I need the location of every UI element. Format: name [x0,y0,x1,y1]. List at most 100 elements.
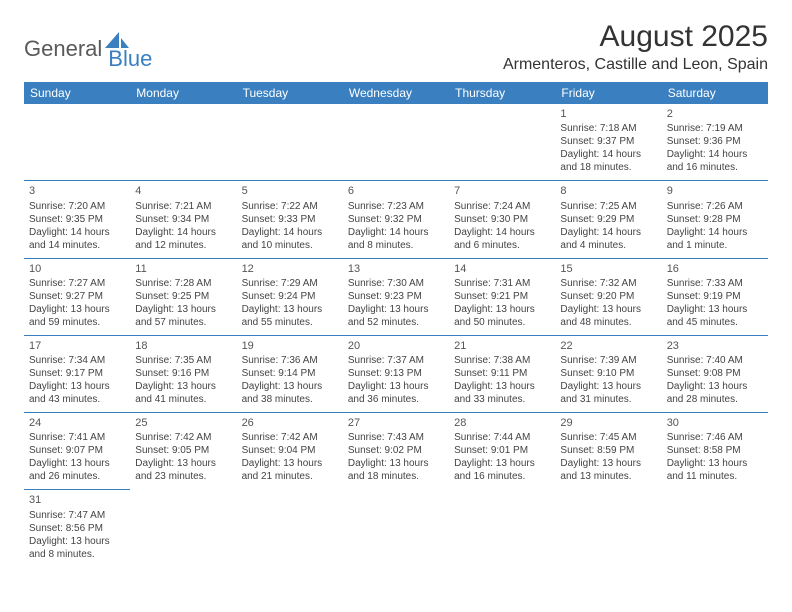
day-number: 23 [667,339,763,353]
calendar-table: SundayMondayTuesdayWednesdayThursdayFrid… [24,82,768,567]
calendar-day-cell: 13Sunrise: 7:30 AMSunset: 9:23 PMDayligh… [343,258,449,335]
daylight-text: and 33 minutes. [454,393,550,406]
daylight-text: Daylight: 13 hours [454,303,550,316]
calendar-header-cell: Thursday [449,82,555,104]
calendar-day-cell: 17Sunrise: 7:34 AMSunset: 9:17 PMDayligh… [24,335,130,412]
daylight-text: Daylight: 13 hours [242,457,338,470]
daylight-text: and 57 minutes. [135,316,231,329]
daylight-text: and 12 minutes. [135,239,231,252]
logo: General Blue [24,26,152,72]
daylight-text: and 16 minutes. [667,161,763,174]
calendar-week-row: 3 Sunrise: 7:20 AMSunset: 9:35 PM Daylight… [24,181,768,258]
calendar-week-row: 17Sunrise: 7:34 AMSunset: 9:17 PMDayligh… [24,335,768,412]
day-number: 30 [667,416,763,430]
daylight-text: and 13 minutes. [560,470,656,483]
daylight-text: Daylight: 13 hours [667,380,763,393]
day-number: 19 [242,339,338,353]
daylight-text: Daylight: 13 hours [29,380,125,393]
daylight-text: and 38 minutes. [242,393,338,406]
sunrise-text: Sunrise: 7:19 AM [667,122,763,135]
daylight-text: and 45 minutes. [667,316,763,329]
day-number: 11 [135,262,231,276]
daylight-text: and 16 minutes. [454,470,550,483]
sunset-text: Sunset: 9:24 PM [242,290,338,303]
sunrise-text: Sunrise: 7:32 AM [560,277,656,290]
calendar-header-cell: Friday [555,82,661,104]
daylight-text: Daylight: 13 hours [560,457,656,470]
calendar-day-cell: 30Sunrise: 7:46 AMSunset: 8:58 PMDayligh… [662,413,768,490]
calendar-day-cell: 6Sunrise: 7:23 AMSunset: 9:32 PMDaylight… [343,181,449,258]
sunset-text: Sunset: 9:33 PM [242,213,338,226]
calendar-header-cell: Wednesday [343,82,449,104]
calendar-day-cell: 20Sunrise: 7:37 AMSunset: 9:13 PMDayligh… [343,335,449,412]
sunset-text: Sunset: 8:56 PM [29,522,125,535]
day-number: 29 [560,416,656,430]
daylight-text: Daylight: 13 hours [242,380,338,393]
sunset-text: Sunset: 9:35 PM [29,213,125,226]
sunset-text: Sunset: 9:02 PM [348,444,444,457]
calendar-day-cell: 9Sunrise: 7:26 AMSunset: 9:28 PMDaylight… [662,181,768,258]
header: General Blue August 2025 Armenteros, Cas… [24,20,768,74]
sunset-text: Sunset: 9:05 PM [135,444,231,457]
calendar-empty-cell [555,490,661,567]
sunset-text: Sunset: 9:13 PM [348,367,444,380]
day-number: 13 [348,262,444,276]
calendar-header-cell: Sunday [24,82,130,104]
daylight-text: and 4 minutes. [560,239,656,252]
calendar-week-row: 1Sunrise: 7:18 AMSunset: 9:37 PMDaylight… [24,104,768,181]
daylight-text: Daylight: 13 hours [560,303,656,316]
day-number: 9 [667,184,763,198]
sunset-text: Sunset: 9:23 PM [348,290,444,303]
daylight-text: Daylight: 13 hours [29,535,125,548]
sunrise-text: Sunrise: 7:20 AM [29,200,125,213]
day-number: 22 [560,339,656,353]
day-number: 6 [348,184,444,198]
day-number: 27 [348,416,444,430]
sunrise-text: Sunrise: 7:25 AM [560,200,656,213]
sunset-text: Sunset: 9:10 PM [560,367,656,380]
sunrise-text: Sunrise: 7:37 AM [348,354,444,367]
daylight-text: Daylight: 13 hours [454,457,550,470]
logo-text-general: General [24,36,102,62]
sunset-text: Sunset: 9:08 PM [667,367,763,380]
calendar-day-cell: 5Sunrise: 7:22 AMSunset: 9:33 PMDaylight… [237,181,343,258]
daylight-text: Daylight: 13 hours [135,380,231,393]
calendar-empty-cell [343,104,449,181]
calendar-day-cell: 31Sunrise: 7:47 AMSunset: 8:56 PMDayligh… [24,490,130,567]
daylight-text: Daylight: 13 hours [667,457,763,470]
sunrise-text: Sunrise: 7:22 AM [242,200,338,213]
sunset-text: Sunset: 9:11 PM [454,367,550,380]
day-number: 21 [454,339,550,353]
sunrise-text: Sunrise: 7:43 AM [348,431,444,444]
calendar-header-cell: Tuesday [237,82,343,104]
daylight-text: Daylight: 13 hours [667,303,763,316]
sunset-text: Sunset: 9:32 PM [348,213,444,226]
sunrise-text: Sunrise: 7:36 AM [242,354,338,367]
sunrise-text: Sunrise: 7:21 AM [135,200,231,213]
daylight-text: and 11 minutes. [667,470,763,483]
sunset-text: Sunset: 9:21 PM [454,290,550,303]
sunset-text: Sunset: 9:04 PM [242,444,338,457]
calendar-day-cell: 19Sunrise: 7:36 AMSunset: 9:14 PMDayligh… [237,335,343,412]
sunrise-text: Sunrise: 7:31 AM [454,277,550,290]
daylight-text: and 41 minutes. [135,393,231,406]
day-number: 7 [454,184,550,198]
daylight-text: Daylight: 14 hours [348,226,444,239]
calendar-day-cell: 16Sunrise: 7:33 AMSunset: 9:19 PMDayligh… [662,258,768,335]
day-number: 16 [667,262,763,276]
daylight-text: Daylight: 14 hours [667,148,763,161]
calendar-day-cell: 21Sunrise: 7:38 AMSunset: 9:11 PMDayligh… [449,335,555,412]
sunset-text: Sunset: 9:27 PM [29,290,125,303]
sunrise-text: Sunrise: 7:42 AM [242,431,338,444]
sunrise-text: Sunrise: 7:38 AM [454,354,550,367]
daylight-text: and 8 minutes. [348,239,444,252]
daylight-text: and 59 minutes. [29,316,125,329]
sunrise-text: Sunrise: 7:18 AM [560,122,656,135]
calendar-day-cell: 3Sunrise: 7:20 AMSunset: 9:35 PMDaylight… [24,181,130,258]
sunrise-text: Sunrise: 7:47 AM [29,509,125,522]
day-number: 26 [242,416,338,430]
daylight-text: Daylight: 13 hours [560,380,656,393]
daylight-text: and 14 minutes. [29,239,125,252]
calendar-day-cell: 29Sunrise: 7:45 AMSunset: 8:59 PMDayligh… [555,413,661,490]
day-number: 3 [29,184,125,198]
